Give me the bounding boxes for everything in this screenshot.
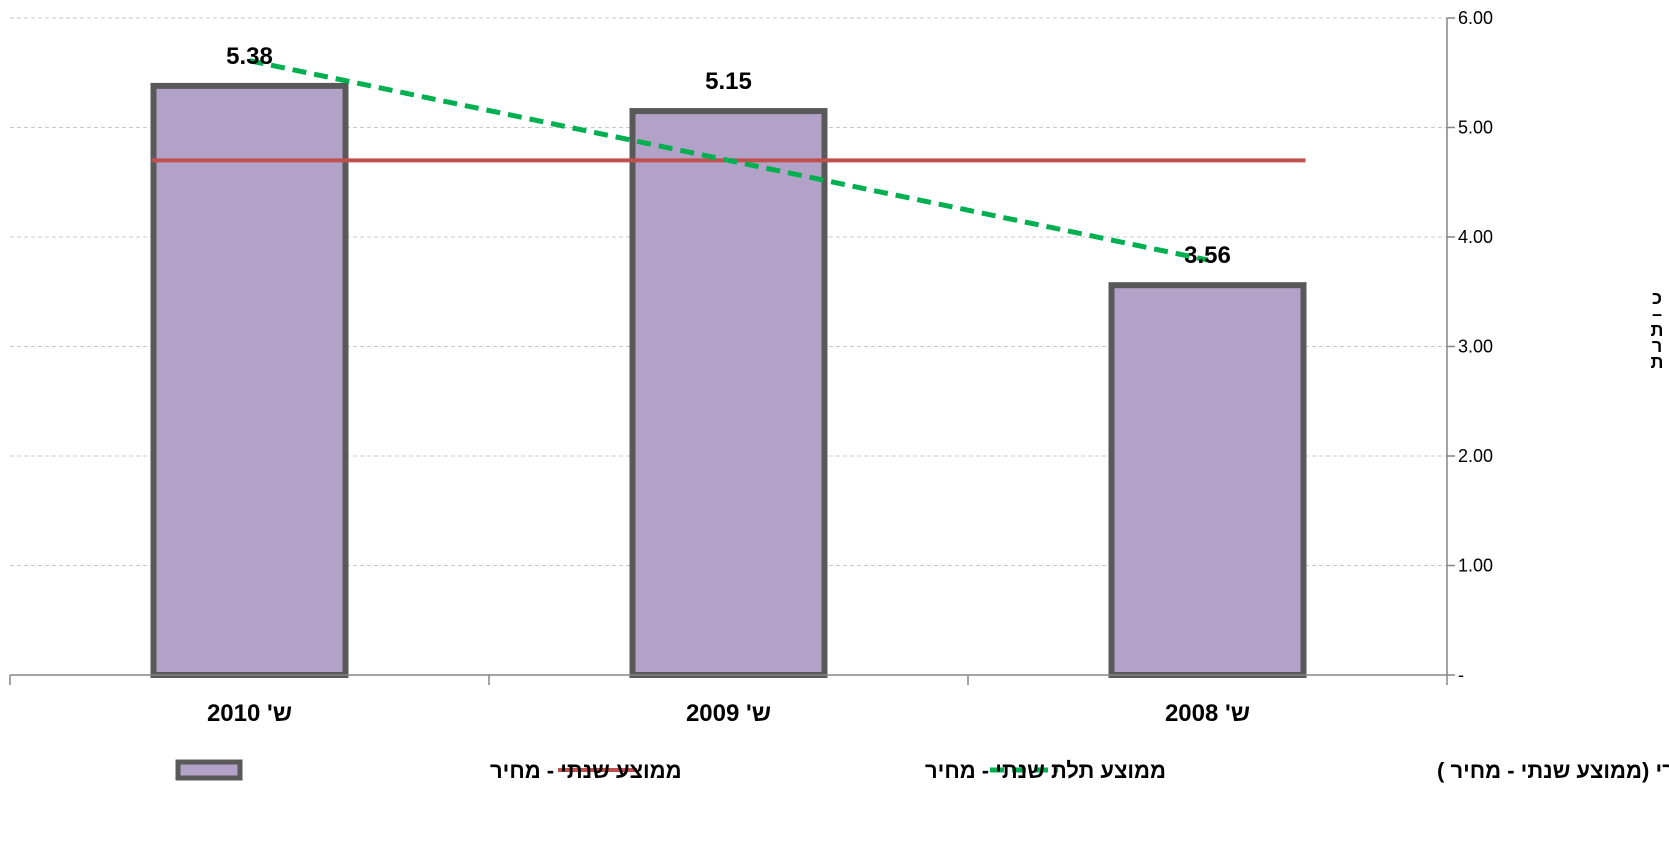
category-label: ש' 2010 bbox=[207, 700, 292, 727]
category-label: ש' 2009 bbox=[686, 700, 771, 727]
data-label: 5.38 bbox=[226, 43, 273, 70]
bar bbox=[150, 82, 349, 678]
linear-trendline bbox=[248, 58, 1209, 263]
bar bbox=[629, 108, 828, 678]
y-axis-label-char: כ bbox=[1652, 288, 1662, 308]
legend-bar-swatch bbox=[175, 759, 243, 781]
legend-trendline-label: ליניארי (ממוצע שנתי - מחיר ) bbox=[1437, 758, 1669, 783]
bar bbox=[1108, 282, 1307, 678]
y-tick-label: 4.00 bbox=[1458, 227, 1493, 247]
legend-bar-label: ממוצע שנתי - מחיר bbox=[490, 758, 682, 783]
y-axis-label-char: ת bbox=[1651, 320, 1664, 340]
data-label: 5.15 bbox=[705, 68, 752, 95]
y-axis-label-char: ת bbox=[1651, 352, 1664, 372]
category-label: ש' 2008 bbox=[1165, 700, 1250, 727]
data-label: 3.56 bbox=[1184, 242, 1231, 269]
y-tick-label: 2.00 bbox=[1458, 446, 1493, 466]
y-axis-label-char: ר bbox=[1652, 336, 1662, 356]
legend-average-label: ממוצע תלת שנתי - מחיר bbox=[925, 758, 1166, 783]
y-tick-label: 5.00 bbox=[1458, 118, 1493, 138]
y-tick-label: - bbox=[1458, 665, 1464, 685]
y-tick-label: 6.00 bbox=[1458, 8, 1493, 28]
y-axis-label-char: – bbox=[1652, 304, 1662, 324]
y-tick-label: 1.00 bbox=[1458, 556, 1493, 576]
y-tick-label: 3.00 bbox=[1458, 337, 1493, 357]
